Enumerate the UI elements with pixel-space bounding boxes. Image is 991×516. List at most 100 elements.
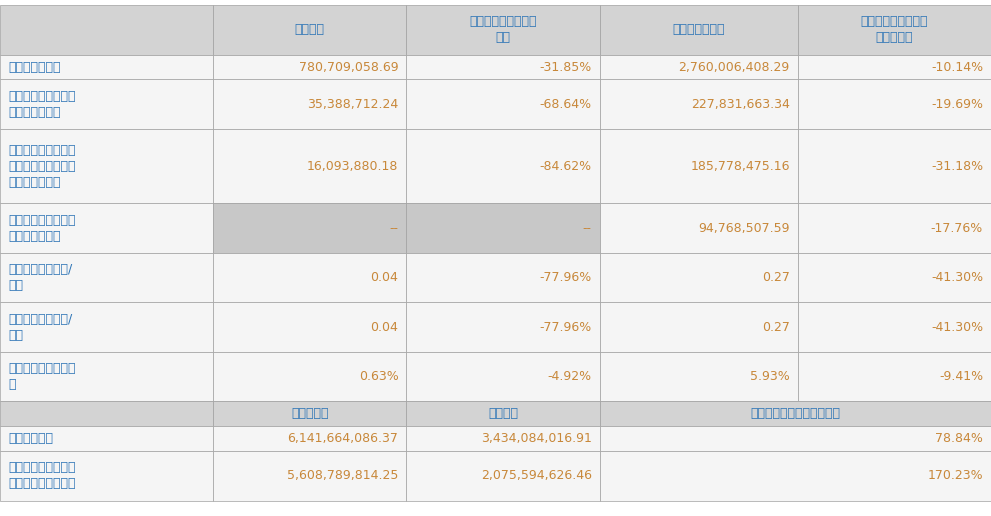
Text: --: -- [389, 221, 398, 235]
Bar [798, 203, 991, 253]
Text: 6,141,664,086.37: 6,141,664,086.37 [287, 432, 398, 445]
Text: 本报告期: 本报告期 [294, 23, 325, 37]
Text: 3,434,084,016.91: 3,434,084,016.91 [481, 432, 592, 445]
Text: 5,608,789,814.25: 5,608,789,814.25 [287, 469, 398, 482]
Bar [798, 79, 991, 129]
Bar [213, 5, 406, 55]
Text: 0.04: 0.04 [371, 320, 398, 334]
Text: 0.63%: 0.63% [359, 370, 398, 383]
Text: -17.76%: -17.76% [931, 221, 983, 235]
Bar [213, 55, 406, 79]
Bar [600, 426, 991, 451]
Text: -41.30%: -41.30% [931, 271, 983, 284]
Bar [406, 79, 600, 129]
Bar [213, 302, 406, 352]
Text: 2,760,006,408.29: 2,760,006,408.29 [679, 60, 790, 74]
Text: 基本每股收益（元/
股）: 基本每股收益（元/ 股） [8, 263, 72, 292]
Bar [0, 401, 213, 426]
Text: 归属于上市公司股东
的所有者权益（元）: 归属于上市公司股东 的所有者权益（元） [8, 461, 75, 490]
Bar [0, 253, 213, 302]
Bar [600, 5, 798, 55]
Text: -31.18%: -31.18% [931, 159, 983, 173]
Bar [798, 253, 991, 302]
Bar [406, 302, 600, 352]
Bar [798, 55, 991, 79]
Text: 年初至报告期末: 年初至报告期末 [673, 23, 724, 37]
Text: -68.64%: -68.64% [539, 98, 592, 111]
Bar [600, 55, 798, 79]
Text: 227,831,663.34: 227,831,663.34 [691, 98, 790, 111]
Bar [406, 55, 600, 79]
Bar [406, 401, 600, 426]
Bar [600, 203, 798, 253]
Bar [0, 5, 213, 55]
Text: 加权平均净资产收益
率: 加权平均净资产收益 率 [8, 362, 75, 391]
Text: 总资产（元）: 总资产（元） [8, 432, 53, 445]
Bar [406, 203, 600, 253]
Text: 5.93%: 5.93% [750, 370, 790, 383]
Text: 营业收入（元）: 营业收入（元） [8, 60, 60, 74]
Text: --: -- [583, 221, 592, 235]
Text: 归属于上市公司股东
的净利润（元）: 归属于上市公司股东 的净利润（元） [8, 90, 75, 119]
Text: 本报告期末: 本报告期末 [291, 407, 328, 421]
Text: -41.30%: -41.30% [931, 320, 983, 334]
Text: 78.84%: 78.84% [936, 432, 983, 445]
Text: 经营活动产生的现金
流量净额（元）: 经营活动产生的现金 流量净额（元） [8, 214, 75, 243]
Bar [406, 5, 600, 55]
Bar [798, 352, 991, 401]
Bar [213, 253, 406, 302]
Bar [406, 129, 600, 203]
Bar [798, 129, 991, 203]
Bar [213, 129, 406, 203]
Text: 780,709,058.69: 780,709,058.69 [298, 60, 398, 74]
Text: -19.69%: -19.69% [932, 98, 983, 111]
Bar [600, 302, 798, 352]
Bar [213, 451, 406, 501]
Text: 35,388,712.24: 35,388,712.24 [307, 98, 398, 111]
Bar [406, 426, 600, 451]
Text: 0.27: 0.27 [762, 271, 790, 284]
Text: 0.27: 0.27 [762, 320, 790, 334]
Text: 年初至报告期末比上
年同期增减: 年初至报告期末比上 年同期增减 [860, 15, 929, 44]
Bar [213, 203, 406, 253]
Text: -10.14%: -10.14% [931, 60, 983, 74]
Bar [798, 5, 991, 55]
Text: 16,093,880.18: 16,093,880.18 [307, 159, 398, 173]
Bar [406, 253, 600, 302]
Bar [406, 451, 600, 501]
Text: 上年度末: 上年度末 [488, 407, 518, 421]
Text: 94,768,507.59: 94,768,507.59 [699, 221, 790, 235]
Text: -4.92%: -4.92% [547, 370, 592, 383]
Text: 0.04: 0.04 [371, 271, 398, 284]
Bar [213, 79, 406, 129]
Bar [0, 451, 213, 501]
Bar [213, 352, 406, 401]
Text: 185,778,475.16: 185,778,475.16 [691, 159, 790, 173]
Bar [0, 55, 213, 79]
Bar [0, 352, 213, 401]
Bar [213, 401, 406, 426]
Text: -31.85%: -31.85% [539, 60, 592, 74]
Bar [0, 129, 213, 203]
Text: 本报告期末比上年度末增减: 本报告期末比上年度末增减 [750, 407, 840, 421]
Bar [600, 129, 798, 203]
Text: 归属于上市公司股东
的扣除非经常性损益
的净利润（元）: 归属于上市公司股东 的扣除非经常性损益 的净利润（元） [8, 143, 75, 189]
Text: -84.62%: -84.62% [539, 159, 592, 173]
Bar [600, 401, 991, 426]
Bar [600, 451, 991, 501]
Text: -9.41%: -9.41% [938, 370, 983, 383]
Bar [406, 352, 600, 401]
Bar [0, 79, 213, 129]
Bar [0, 203, 213, 253]
Text: -77.96%: -77.96% [539, 320, 592, 334]
Text: 本报告期比上年同期
增减: 本报告期比上年同期 增减 [469, 15, 537, 44]
Bar [600, 352, 798, 401]
Bar [213, 426, 406, 451]
Text: 170.23%: 170.23% [928, 469, 983, 482]
Bar [0, 426, 213, 451]
Text: 2,075,594,626.46: 2,075,594,626.46 [481, 469, 592, 482]
Text: 稀释每股收益（元/
股）: 稀释每股收益（元/ 股） [8, 313, 72, 342]
Text: -77.96%: -77.96% [539, 271, 592, 284]
Bar [600, 253, 798, 302]
Bar [798, 302, 991, 352]
